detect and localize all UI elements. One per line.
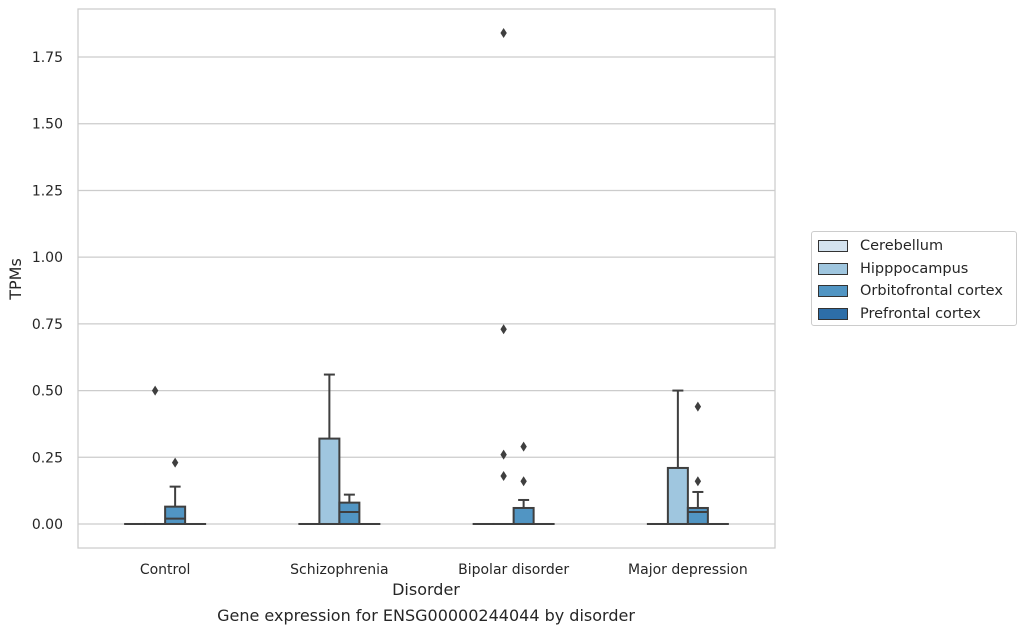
y-tick-label: 1.00 bbox=[32, 250, 63, 266]
outlier-point bbox=[500, 449, 507, 460]
legend-swatch bbox=[818, 307, 848, 320]
box-hipppocampus bbox=[666, 389, 689, 525]
box-plot-marks bbox=[124, 28, 729, 525]
legend-swatch bbox=[818, 262, 848, 275]
legend-item: Prefrontal cortex bbox=[818, 303, 981, 325]
legend-label: Orbitofrontal cortex bbox=[860, 283, 1003, 299]
legend-swatch bbox=[818, 285, 848, 297]
x-axis-label: Disorder bbox=[392, 580, 460, 599]
y-axis-ticks: 0.00 0.25 0.50 0.75 1.00 1.25 1.50 1.75 bbox=[32, 50, 63, 533]
y-tick-label: 0.00 bbox=[32, 517, 63, 533]
plot-area-frame bbox=[77, 8, 776, 549]
outlier-point bbox=[694, 401, 702, 412]
legend-item: Orbitofrontal cortex bbox=[818, 280, 1003, 302]
y-tick-label: 1.25 bbox=[32, 183, 63, 199]
y-tick-label: 0.25 bbox=[32, 450, 63, 466]
legend-label: Prefrontal cortex bbox=[860, 305, 981, 322]
outlier-point bbox=[694, 476, 702, 487]
box-iqr bbox=[666, 466, 689, 525]
box-iqr bbox=[318, 437, 341, 525]
box-hipppocampus bbox=[318, 373, 341, 525]
box-iqr bbox=[164, 505, 187, 525]
outlier-point bbox=[171, 457, 179, 468]
box-hipppocampus bbox=[144, 385, 167, 525]
box-iqr bbox=[338, 501, 361, 525]
y-tick-label: 1.50 bbox=[32, 117, 63, 133]
y-axis-label: TPMs bbox=[6, 258, 25, 301]
outlier-point bbox=[520, 476, 527, 487]
x-tick-label: Bipolar disorder bbox=[458, 562, 569, 578]
legend-swatch bbox=[818, 240, 848, 252]
box-iqr bbox=[512, 506, 535, 525]
legend-label: Cerebellum bbox=[860, 238, 944, 254]
outlier-point bbox=[500, 324, 507, 335]
box-orbitofrontal-cortex bbox=[686, 401, 709, 525]
x-tick-label: Major depression bbox=[628, 562, 748, 578]
x-axis-ticks: Control Schizophrenia Bipolar disorder Majo… bbox=[140, 562, 748, 578]
box-orbitofrontal-cortex bbox=[164, 457, 187, 525]
y-tick-label: 0.75 bbox=[32, 317, 63, 333]
x-tick-label: Schizophrenia bbox=[290, 562, 388, 578]
outlier-point bbox=[500, 28, 507, 39]
y-tick-label: 1.75 bbox=[32, 50, 63, 66]
legend-item: Hipppocampus bbox=[818, 258, 968, 280]
box-orbitofrontal-cortex bbox=[338, 493, 361, 525]
chart-caption: Gene expression for ENSG00000244044 by d… bbox=[217, 606, 635, 625]
outlier-point bbox=[151, 385, 159, 396]
outlier-point bbox=[500, 470, 507, 481]
grid-lines bbox=[78, 56, 775, 525]
chart-legend: Cerebellum Hipppocampus Orbitofrontal cort… bbox=[811, 231, 1017, 326]
outlier-point bbox=[520, 441, 527, 452]
box-hipppocampus bbox=[492, 28, 515, 525]
box-iqr bbox=[686, 506, 709, 525]
box-orbitofrontal-cortex bbox=[512, 441, 535, 525]
legend-item: Cerebellum bbox=[818, 235, 943, 257]
y-tick-label: 0.50 bbox=[32, 384, 63, 400]
x-tick-label: Control bbox=[140, 562, 191, 578]
legend-label: Hipppocampus bbox=[860, 260, 969, 277]
